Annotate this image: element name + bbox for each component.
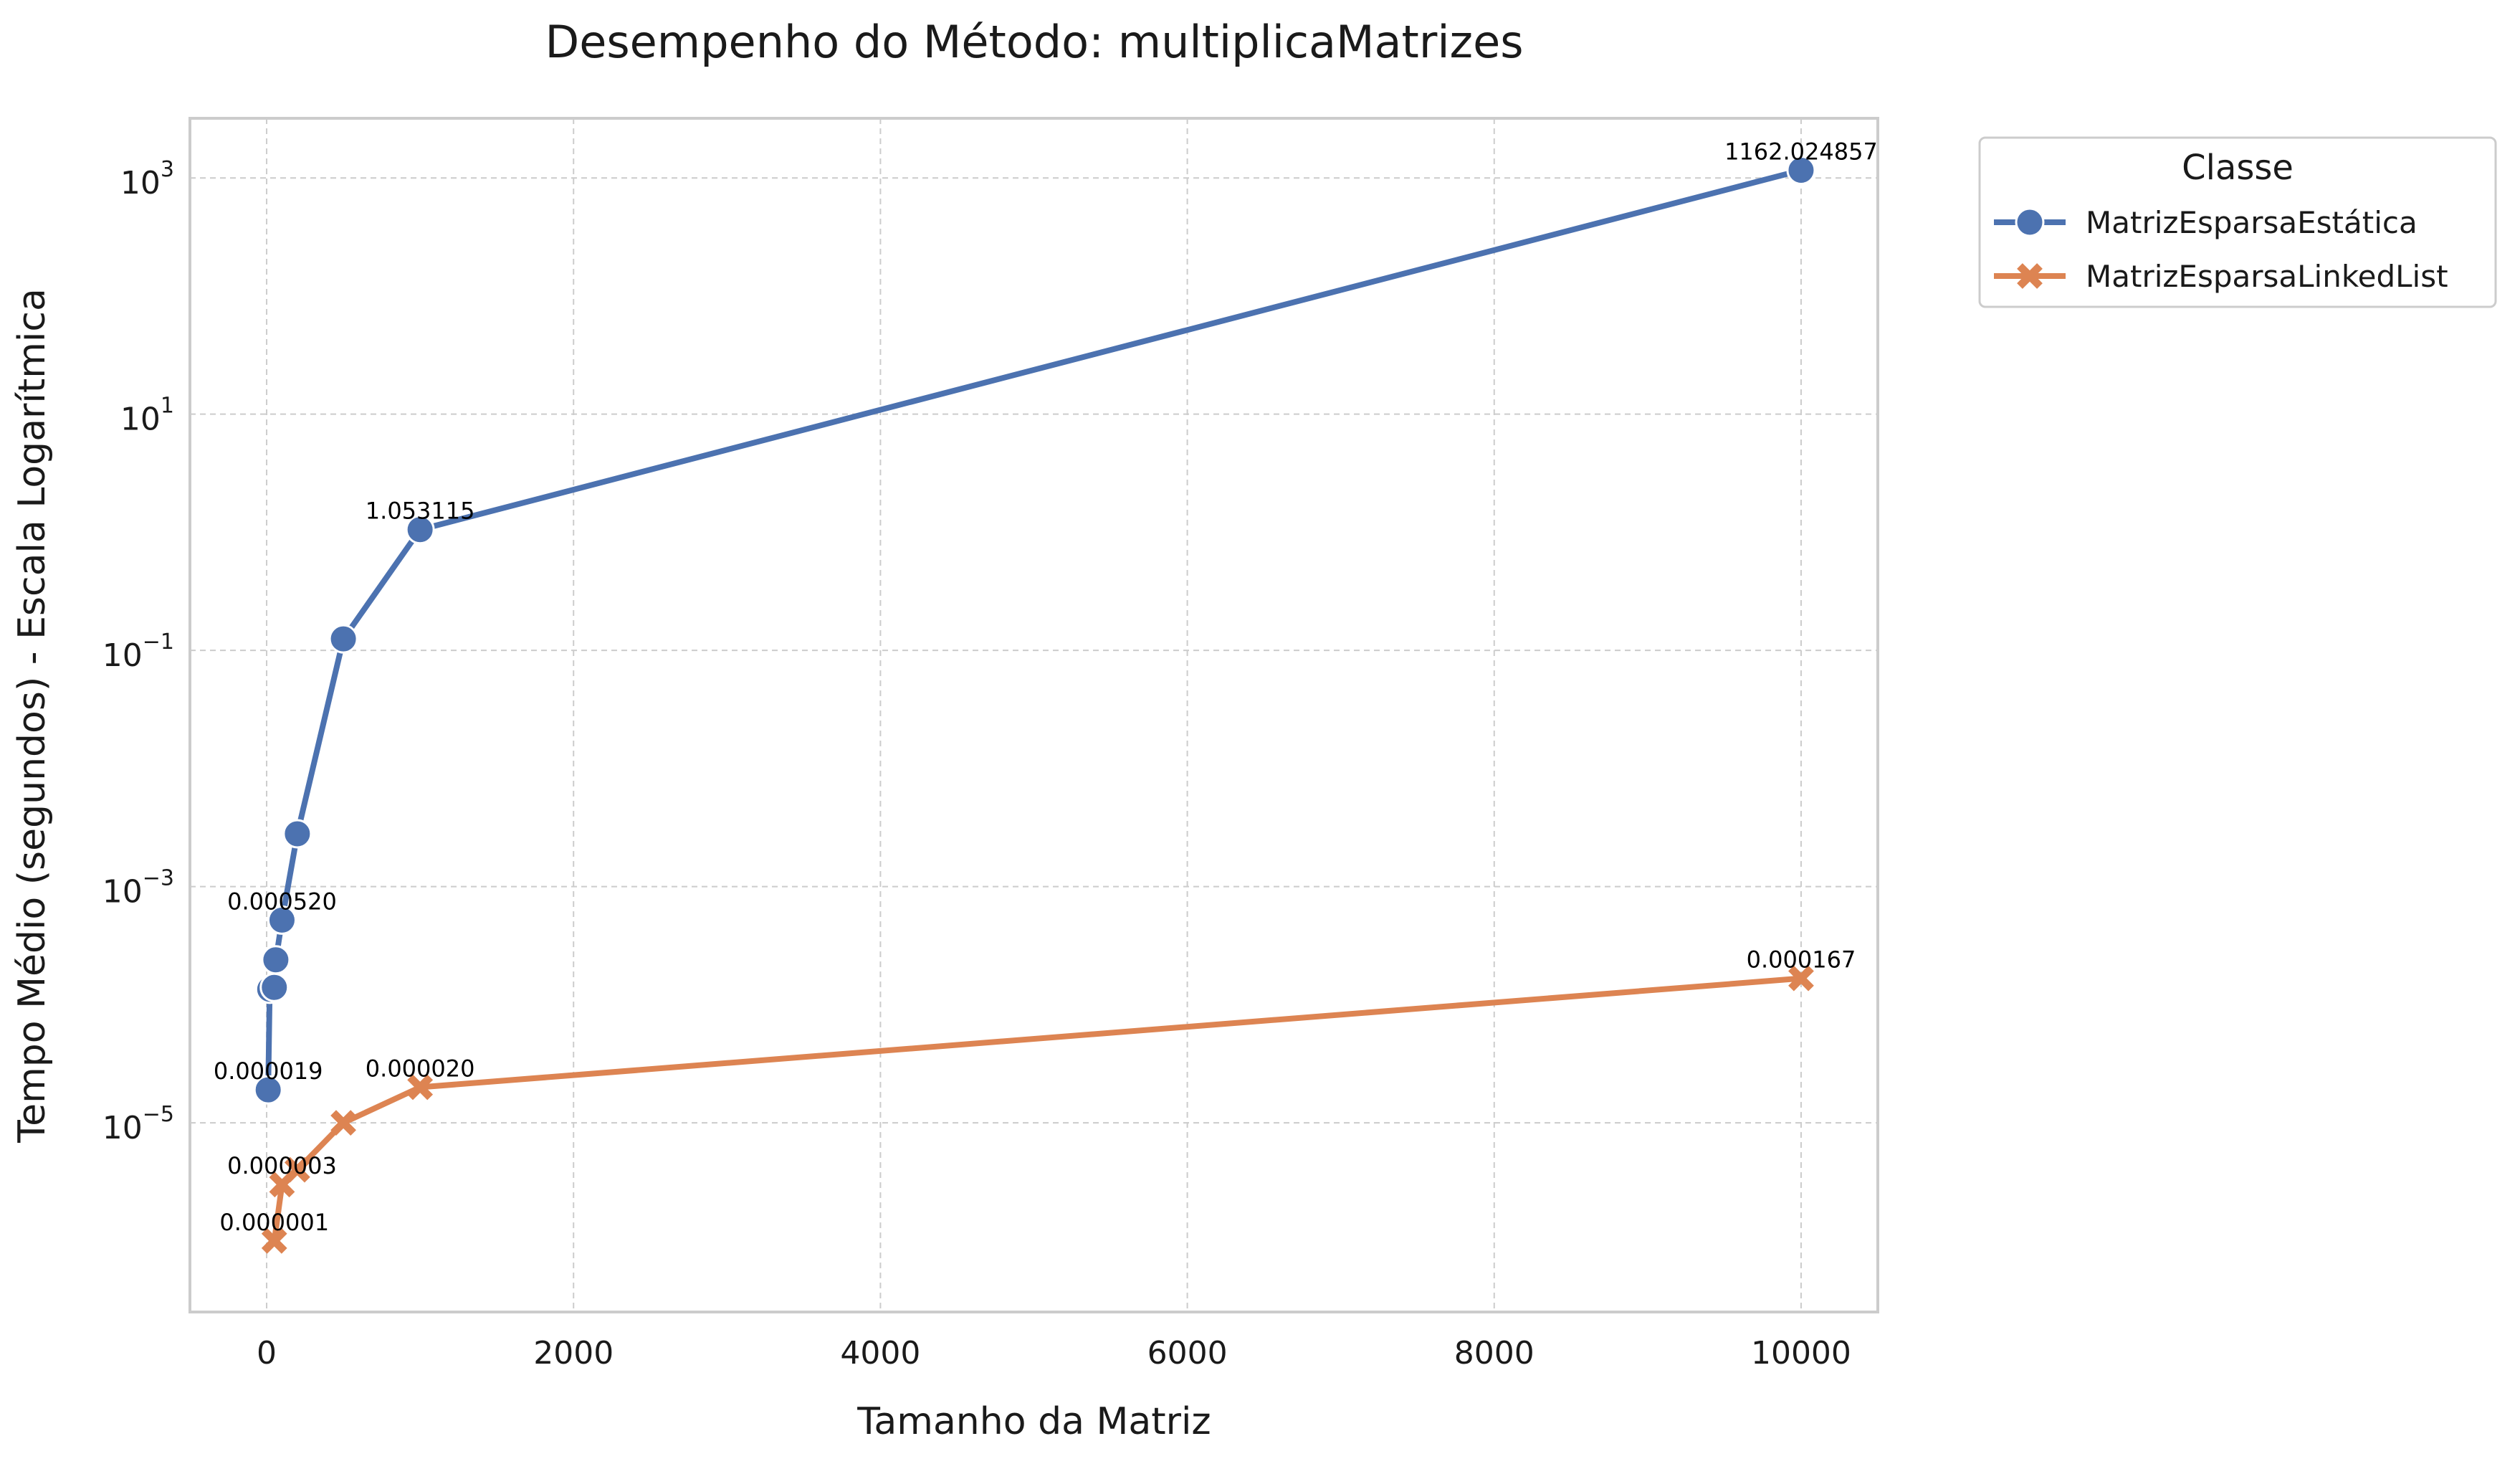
series-line [271,975,1804,1244]
x-tick-label: 0 [257,1335,277,1372]
data-point-stroke [1788,965,1814,992]
legend-item-0: MatrizEsparsaEstática [1994,205,2418,240]
legend-items: MatrizEsparsaEstática MatrizEsparsaLinked… [1994,205,2448,294]
data-label: 1.053115 [366,498,475,525]
x-axis-ticks: 0 2000 4000 6000 8000 10000 [257,1335,1851,1372]
x-tick-label: 8000 [1454,1335,1535,1372]
legend: Classe MatrizEsparsaEstáticaMatrizEspars… [1978,136,2497,308]
data-point [330,1110,356,1136]
y-tick-label: 103 [120,157,174,201]
data-point [407,1074,434,1101]
legend-item-1: MatrizEsparsaLinkedList [1994,259,2448,294]
data-label: 0.000001 [219,1209,329,1236]
data-label: 0.000520 [227,888,337,915]
x-tick-label: 6000 [1147,1335,1228,1372]
data-point [267,905,297,935]
y-axis-ticks: 103 101 10−1 10−3 10−5 [102,157,174,1146]
x-tick-label: 10000 [1751,1335,1851,1372]
y-tick-label: 10−3 [102,866,174,911]
data-point [253,1075,283,1105]
plot-frame [188,117,1879,1313]
chart-title: Desempenho do Método: multiplicaMatrizes [545,16,1523,68]
data-point [1788,965,1814,992]
data-point [261,945,291,975]
y-tick-label: 101 [120,394,174,438]
data-point [261,1227,287,1254]
y-tick-label: 10−5 [102,1102,174,1146]
data-point [259,972,290,1002]
x-tick-label: 4000 [840,1335,920,1372]
data-point [2017,263,2043,289]
data-label: 0.000167 [1747,946,1856,974]
data-point-stroke [330,1110,356,1136]
data-point-stroke [2017,263,2043,289]
y-tick-label: 10−1 [102,629,174,674]
data-point [282,819,312,849]
x-tick-label: 2000 [533,1335,614,1372]
series-layer: 0.0000190.0005201.0531151162.0248570.000… [214,138,1878,1254]
y-axis-label: Tempo Médio (segundos) - Escala Logarítm… [11,288,54,1144]
legend-title: Classe [2182,148,2294,188]
grid-lines [190,118,1878,1312]
data-point-stroke [407,1074,434,1101]
data-label: 0.000003 [227,1152,337,1179]
series-1: 0.000001 0.000003 0.000020 0.000167 [219,946,1856,1254]
data-point [1786,155,1816,185]
data-label: 0.000020 [366,1055,475,1082]
data-label: 0.000019 [214,1057,323,1085]
data-point [328,624,358,654]
data-point [405,515,435,545]
data-point [2015,207,2045,237]
data-point-stroke [284,1156,310,1183]
x-axis-label: Tamanho da Matriz [856,1400,1211,1443]
series-0: 0.000019 0.000520 1.053115 1162.024857 [214,138,1878,1105]
legend-box [1978,136,2497,308]
data-point [284,1156,310,1183]
legend-label: MatrizEsparsaEstática [2086,205,2418,240]
data-point-stroke [261,1227,287,1254]
legend-label: MatrizEsparsaLinkedList [2086,259,2448,294]
data-label: 1162.024857 [1724,138,1878,165]
